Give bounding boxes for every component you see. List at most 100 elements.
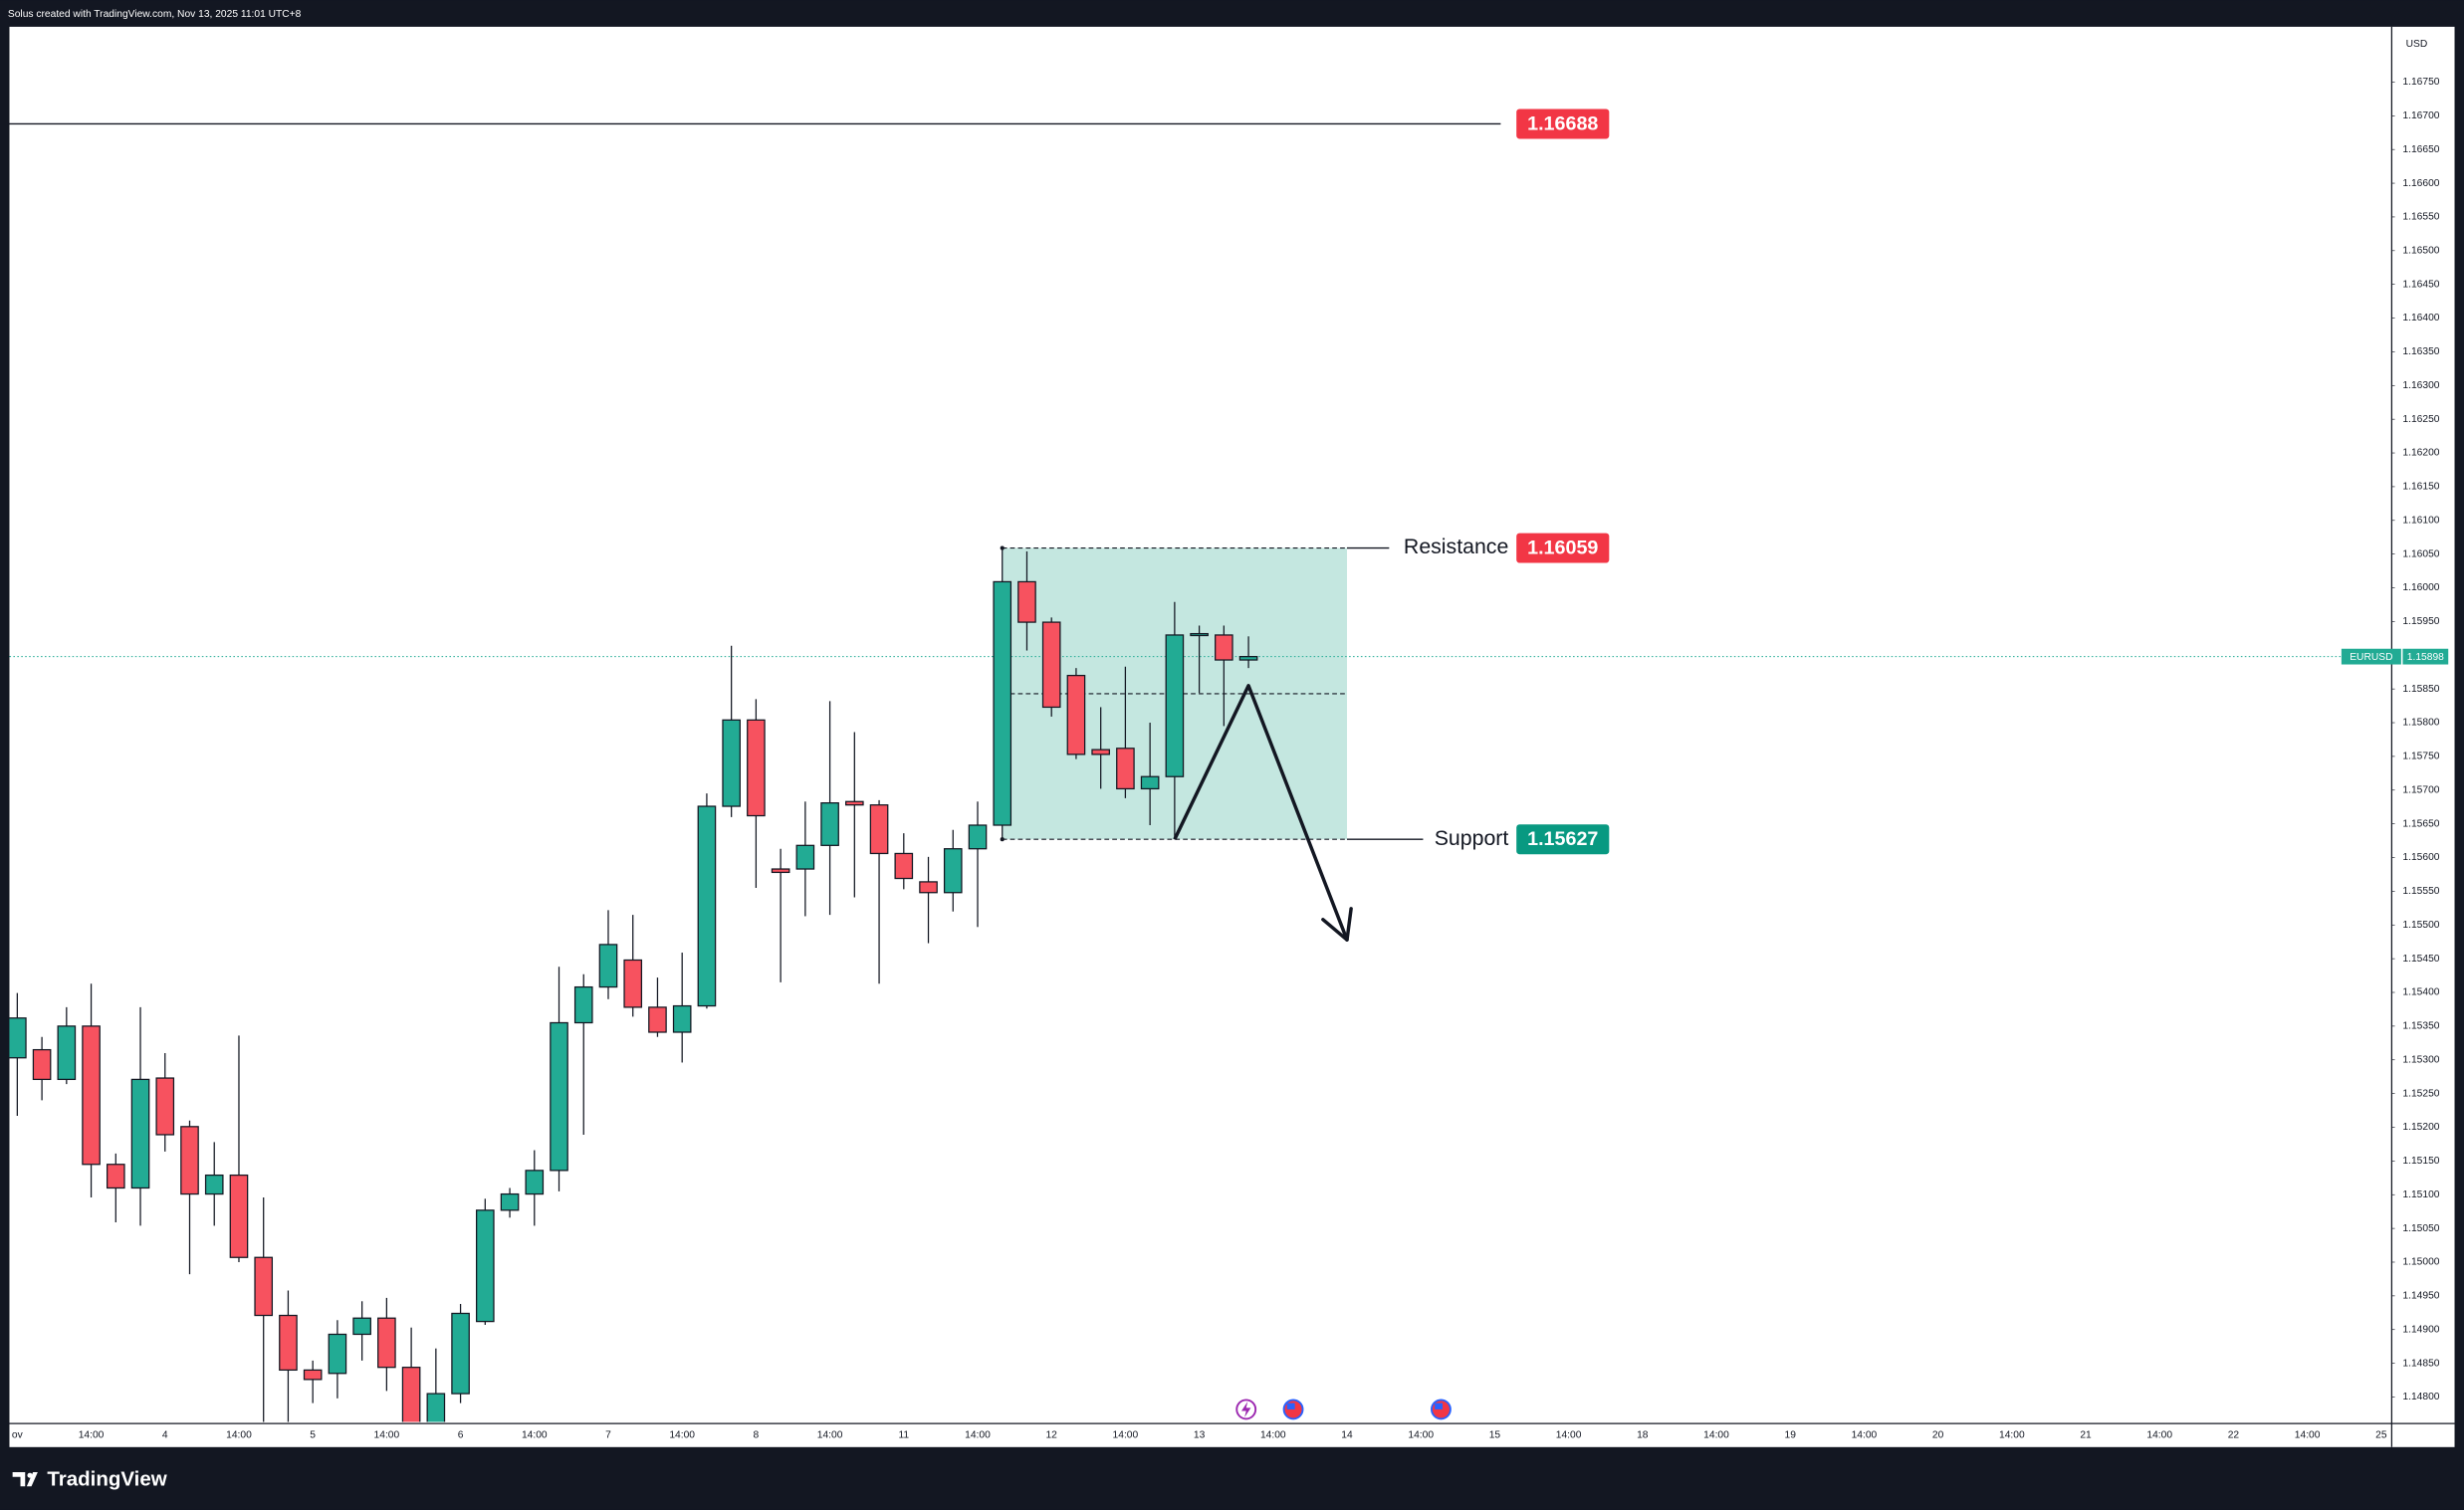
y-tick-label: 1.15300 [2402, 1054, 2439, 1065]
y-tick-label: 1.14800 [2402, 1392, 2439, 1402]
x-tick-label: 14:00 [965, 1430, 991, 1441]
y-tick-label: 1.15600 [2402, 852, 2439, 863]
candle-body [1140, 775, 1160, 790]
x-tick-label: 15 [1489, 1430, 1501, 1441]
candle-body [919, 881, 938, 894]
y-tick-label: 1.16150 [2402, 482, 2439, 493]
x-tick-label: 13 [1194, 1430, 1206, 1441]
y-tick-label: 1.16500 [2402, 246, 2439, 257]
candle-body [550, 1021, 568, 1172]
candle-body [894, 852, 914, 880]
arrow-path [1173, 684, 1349, 941]
x-tick-label: 14:00 [669, 1430, 695, 1441]
level-label: 1.16059 [1527, 538, 1598, 559]
x-tick-label: 7 [605, 1430, 611, 1441]
footer-brand: TradingView [47, 1467, 166, 1490]
y-tick-label: 1.15650 [2402, 818, 2439, 829]
level-name: Support [1435, 826, 1509, 850]
level-label: 1.16688 [1527, 112, 1598, 134]
y-tick-label: 1.16200 [2402, 448, 2439, 459]
y-tick-label: 1.16700 [2402, 110, 2439, 121]
y-tick-label: 1.15050 [2402, 1223, 2439, 1234]
candle-body [377, 1317, 396, 1369]
x-tick-label: 12 [1045, 1430, 1057, 1441]
candle-body [451, 1312, 470, 1395]
candle-body [1116, 748, 1135, 790]
x-tick-label: 4 [162, 1430, 168, 1441]
candle-body [1165, 634, 1185, 777]
y-tick-label: 1.15350 [2402, 1021, 2439, 1032]
x-tick-label: 20 [1932, 1430, 1944, 1441]
candle-body [1041, 621, 1061, 709]
x-tick-label: 18 [1637, 1430, 1649, 1441]
y-tick-label: 1.16400 [2402, 313, 2439, 324]
candle-body [1215, 634, 1233, 661]
x-tick-label: 25 [2375, 1430, 2387, 1441]
symbol-label: EURUSD [2350, 652, 2392, 663]
candle-body [32, 1048, 52, 1081]
y-tick-label: 1.15400 [2402, 987, 2439, 998]
y-tick-label: 1.15450 [2402, 954, 2439, 965]
y-tick-label: 1.15550 [2402, 886, 2439, 897]
candle-body [795, 844, 815, 870]
x-tick-label: 11 [898, 1430, 909, 1441]
candle-body [1091, 749, 1110, 755]
arrow-head [1321, 918, 1349, 942]
x-tick-label: 14:00 [1703, 1430, 1729, 1441]
x-tick-label: 14:00 [522, 1430, 548, 1441]
event-icons [1235, 1399, 1452, 1420]
candle-body [1017, 580, 1036, 623]
y-tick-label: 1.16650 [2402, 144, 2439, 155]
x-tick-label: 14:00 [1260, 1430, 1286, 1441]
last-price-box [2402, 648, 2449, 665]
y-tick-label: 1.15950 [2402, 616, 2439, 627]
y-tick-label: 1.16600 [2402, 178, 2439, 189]
candle-body [845, 800, 864, 806]
y-tick-label: 1.15500 [2402, 920, 2439, 931]
y-tick-label: 1.15000 [2402, 1257, 2439, 1268]
y-tick-label: 1.14900 [2402, 1324, 2439, 1335]
y-tick-label: 1.15750 [2402, 752, 2439, 762]
candle-body [57, 1025, 77, 1081]
candle-body [1190, 632, 1209, 637]
candle-body [869, 804, 889, 855]
candle-body [426, 1393, 446, 1422]
currency-label: USD [2406, 39, 2428, 50]
level-label-box [1516, 824, 1610, 855]
candle-body [598, 944, 618, 988]
x-tick-label: 14:00 [1852, 1430, 1878, 1441]
event-icon-glyph [1286, 1402, 1295, 1409]
logo-mark [27, 1472, 33, 1478]
candle-body [771, 868, 790, 874]
candle-body [106, 1164, 125, 1189]
footer-logo [12, 1472, 38, 1487]
y-tick-label: 1.16750 [2402, 77, 2439, 88]
x-tick-label: 14:00 [2295, 1430, 2321, 1441]
x-tick-label: 14:00 [226, 1430, 252, 1441]
x-tick-label: 14:00 [79, 1430, 105, 1441]
y-tick-label: 1.15100 [2402, 1189, 2439, 1200]
y-tick-label: 1.16050 [2402, 548, 2439, 559]
candle-body [204, 1174, 224, 1195]
candle-body [993, 580, 1012, 826]
candle-body [968, 824, 988, 850]
x-tick-label: 14:00 [1999, 1430, 2025, 1441]
candle-body [352, 1317, 371, 1336]
last-price-label: 1.15898 [2407, 652, 2444, 663]
candle-body [130, 1078, 150, 1189]
plot: 1.16688 Resistance 1.16059 Support 1.15627 [9, 108, 2392, 1422]
candle-body [180, 1126, 199, 1195]
candle-body [672, 1004, 692, 1033]
candle-body [525, 1170, 545, 1195]
candle-body [476, 1209, 495, 1323]
event-icon-glyph [1240, 1402, 1251, 1417]
y-tick-label: 1.14950 [2402, 1291, 2439, 1302]
y-tick-label: 1.15150 [2402, 1156, 2439, 1167]
candle-body [648, 1006, 667, 1033]
y-tick-label: 1.15200 [2402, 1122, 2439, 1133]
x-tick-label: 5 [310, 1430, 316, 1441]
candle-body [500, 1192, 520, 1211]
symbol-label-box [2341, 648, 2401, 665]
